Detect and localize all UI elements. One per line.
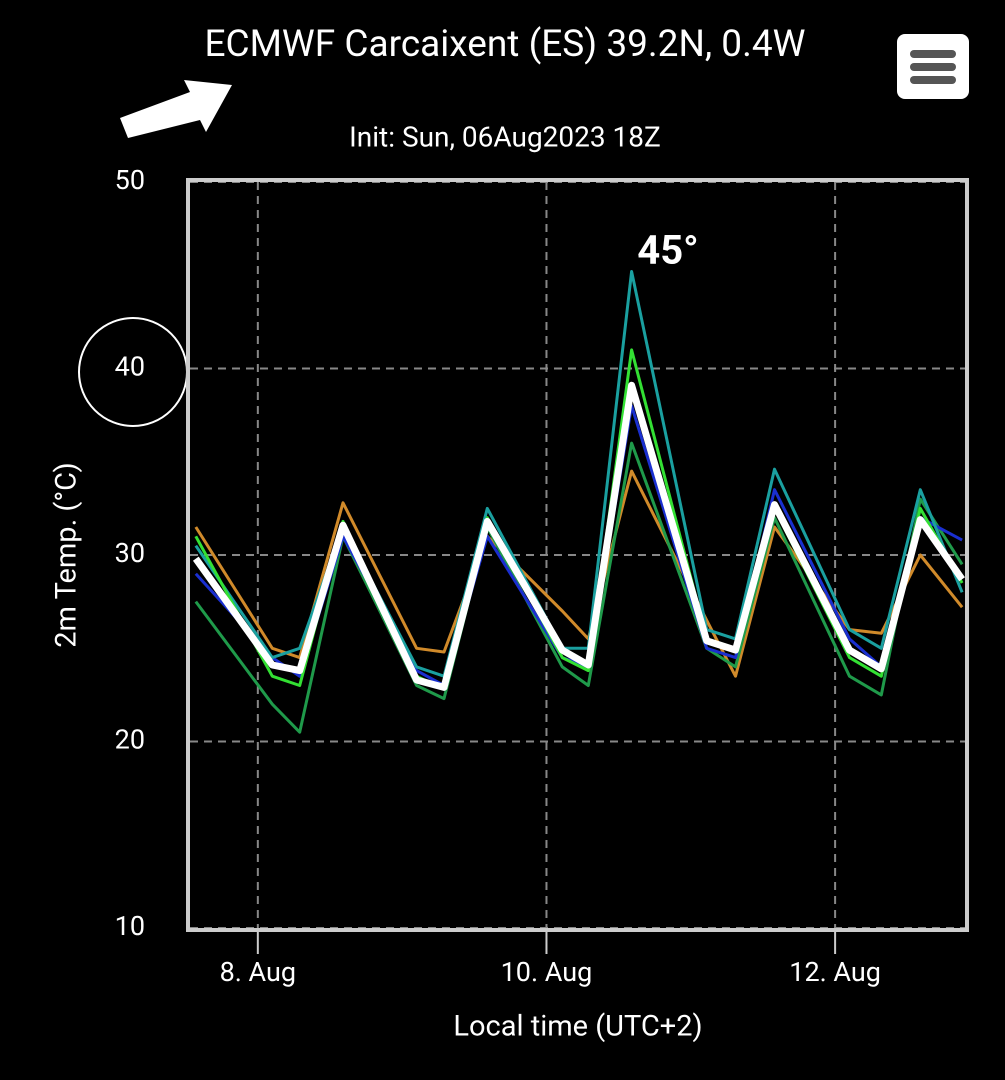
chart-title: ECMWF Carcaixent (ES) 39.2N, 0.4W: [205, 23, 806, 66]
x-tick-label: 10. Aug: [501, 956, 593, 988]
y-tick-label: 50: [115, 164, 145, 196]
menu-bar: [910, 76, 956, 84]
x-axis-label: Local time (UTC+2): [453, 1010, 702, 1044]
series-line: [192, 381, 965, 691]
chart-subtitle: Init: Sun, 06Aug2023 18Z: [349, 120, 661, 153]
plot-border: [186, 178, 969, 932]
y-tick-label: 30: [115, 537, 145, 569]
y-tick-label: 40: [115, 351, 145, 383]
y-tick-label: 20: [115, 724, 145, 756]
menu-button[interactable]: [897, 34, 969, 99]
x-tick-label: 12. Aug: [789, 956, 881, 988]
y-axis-label: 2m Temp. (°C): [50, 462, 84, 648]
arrow: [120, 80, 232, 138]
menu-bar: [910, 50, 956, 58]
series-line: [194, 441, 964, 734]
x-tick-label: 8. Aug: [220, 956, 297, 988]
annotation: 45°: [637, 227, 698, 274]
menu-bar: [910, 63, 956, 71]
plot-area: 10 20 30 40 50 8. Aug 10. Aug 12. Aug: [115, 164, 969, 988]
y-tick-label: 10: [115, 910, 145, 942]
